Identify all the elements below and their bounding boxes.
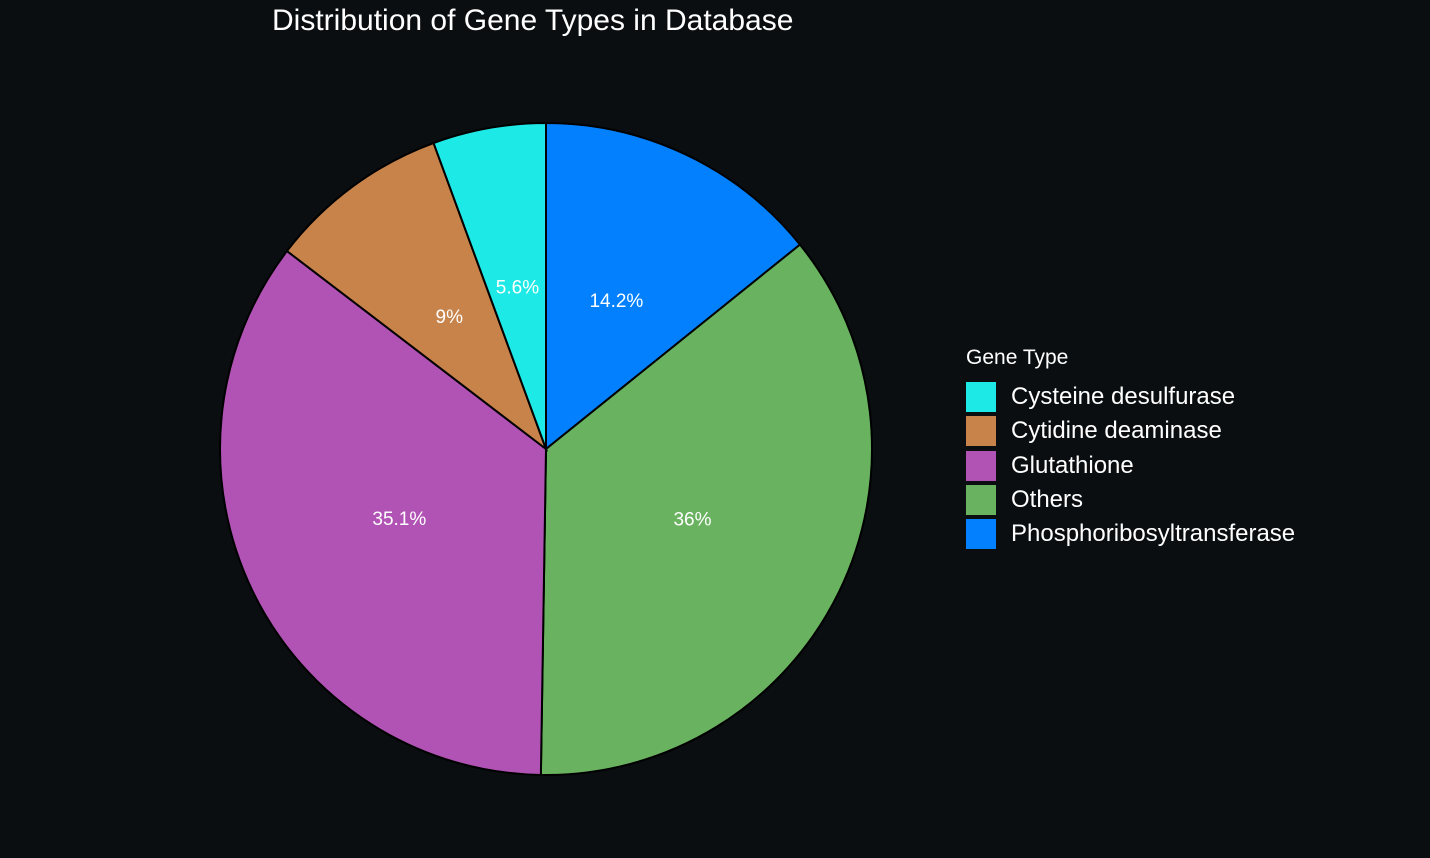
pie-slices (219, 121, 873, 776)
pie-slice-labels: 14.2% 36% 35.1% 9% 5.6% (372, 278, 711, 531)
slice-label-others: 36% (673, 510, 711, 531)
legend-title: Gene Type (966, 346, 1069, 369)
legend-swatch (966, 519, 996, 550)
legend-item-others[interactable]: Others (966, 483, 1295, 517)
legend-item-glutathione[interactable]: Glutathione (966, 449, 1295, 483)
pie-slice-phosphoribosyltransferase (545, 121, 802, 452)
legend-item-cysteine-desulfurase[interactable]: Cysteine desulfurase (966, 380, 1295, 414)
legend-item-cytidine-deaminase[interactable]: Cytidine deaminase (966, 414, 1295, 448)
legend-label: Cysteine desulfurase (1011, 383, 1236, 411)
pie-slice-others (539, 243, 873, 776)
legend-swatch (966, 382, 996, 413)
legend: Gene Type Cysteine desulfurase Cytidine d… (966, 346, 1295, 551)
slice-label-glutathione: 35.1% (372, 509, 426, 530)
legend-label: Cytidine deaminase (1011, 417, 1222, 445)
legend-label: Glutathione (1011, 451, 1134, 479)
slice-label-phosphoribosyltransferase: 14.2% (589, 291, 643, 312)
legend-swatch (966, 450, 996, 481)
slice-label-cysteine-desulfurase: 5.6% (496, 278, 539, 299)
legend-label: Phosphoribosyltransferase (1011, 520, 1296, 548)
chart-title: Distribution of Gene Types in Database (272, 4, 794, 37)
pie-slice-cysteine-desulfurase (432, 121, 547, 450)
legend-label: Others (1011, 486, 1084, 514)
legend-item-phosphoribosyltransferase[interactable]: Phosphoribosyltransferase (966, 517, 1295, 551)
legend-items: Cysteine desulfurase Cytidine deaminase Gl… (966, 380, 1295, 551)
slice-label-cytidine-deaminase: 9% (436, 307, 464, 328)
legend-swatch (966, 485, 996, 516)
pie-slice-glutathione (219, 249, 548, 776)
legend-swatch (966, 416, 996, 447)
pie-slice-cytidine-deaminase (285, 141, 549, 452)
